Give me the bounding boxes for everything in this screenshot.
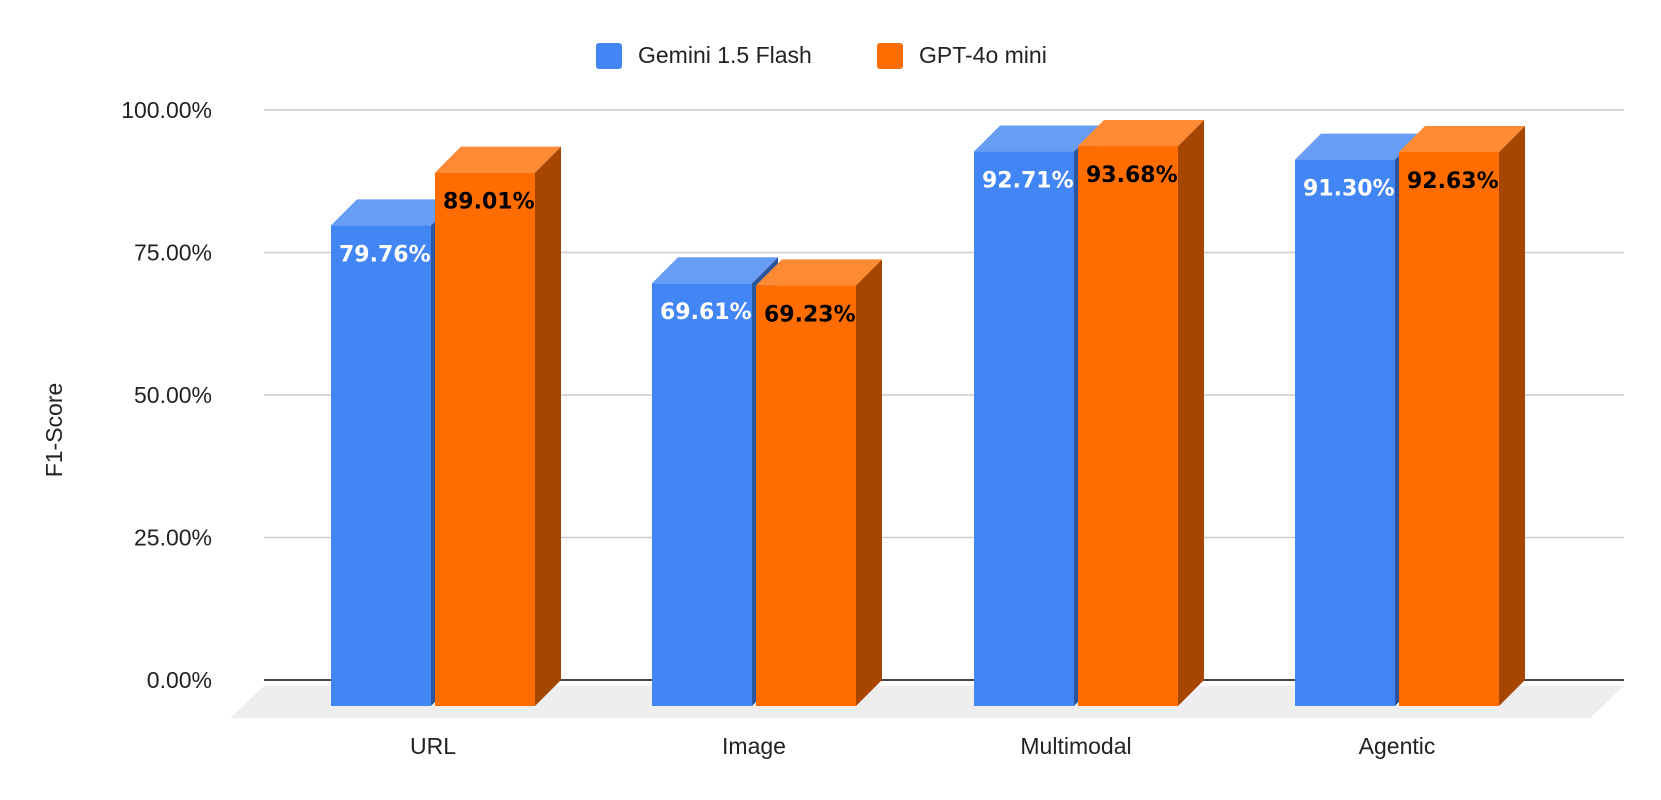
bar-top — [652, 257, 778, 284]
bar-top — [1399, 126, 1525, 153]
bar-top — [331, 199, 457, 226]
data-label: 91.30% — [1303, 177, 1395, 202]
y-tick-label: 25.00% — [134, 525, 212, 551]
y-axis-ticks: 0.00% 25.00% 50.00% 75.00% 100.00% — [121, 97, 212, 693]
y-tick-label: 0.00% — [147, 667, 212, 693]
legend-label-series-1: Gemini 1.5 Flash — [638, 42, 812, 68]
bar-top — [1078, 120, 1204, 147]
y-tick-label: 100.00% — [121, 97, 212, 123]
data-label: 89.01% — [443, 190, 535, 215]
bar[interactable] — [974, 151, 1074, 707]
chart-floor — [230, 686, 1624, 718]
bar-group-multimodal: 92.71% 93.68% — [974, 120, 1204, 707]
bar[interactable] — [652, 283, 752, 706]
bar-group-agentic: 91.30% 92.63% — [1295, 126, 1525, 707]
bar[interactable] — [435, 172, 535, 706]
x-category-label: Image — [722, 733, 786, 759]
data-label: 69.61% — [660, 300, 752, 325]
data-label: 93.68% — [1086, 163, 1178, 188]
bar-side — [535, 146, 561, 706]
legend-item-series-1[interactable]: Gemini 1.5 Flash — [596, 42, 812, 69]
bar-group-url: 79.76% 89.01% — [331, 146, 561, 707]
bar-top — [435, 146, 561, 173]
data-label: 69.23% — [764, 302, 856, 327]
legend-item-series-2[interactable]: GPT-4o mini — [877, 42, 1047, 69]
bar[interactable] — [756, 285, 856, 706]
bar[interactable] — [1078, 146, 1178, 707]
bar[interactable] — [1399, 152, 1499, 706]
data-label: 92.63% — [1407, 169, 1499, 194]
bar-side — [856, 259, 882, 706]
legend-swatch-series-1 — [596, 43, 622, 69]
bar[interactable] — [1295, 159, 1395, 707]
bars: 79.76% 89.01% 69.61% 69.23% 92.71% 93.68% 91.3… — [331, 120, 1525, 707]
x-category-label: Agentic — [1359, 733, 1436, 759]
bar-top — [756, 259, 882, 286]
y-axis-label: F1-Score — [41, 383, 67, 478]
data-label: 92.71% — [982, 169, 1074, 194]
x-category-label: URL — [410, 733, 456, 759]
bar-top — [974, 125, 1100, 152]
legend-swatch-series-2 — [877, 43, 903, 69]
data-label: 79.76% — [339, 242, 431, 267]
x-category-label: Multimodal — [1020, 733, 1131, 759]
bar[interactable] — [331, 225, 431, 707]
bar-side — [1178, 120, 1204, 707]
y-tick-label: 75.00% — [134, 240, 212, 266]
y-tick-label: 50.00% — [134, 382, 212, 408]
x-axis-categories: URL Image Multimodal Agentic — [410, 733, 1435, 759]
legend-label-series-2: GPT-4o mini — [919, 42, 1047, 68]
bar-top — [1295, 133, 1421, 160]
bar-group-image: 69.61% 69.23% — [652, 257, 882, 706]
bar-side — [1499, 126, 1525, 706]
legend: Gemini 1.5 Flash GPT-4o mini — [596, 42, 1047, 69]
